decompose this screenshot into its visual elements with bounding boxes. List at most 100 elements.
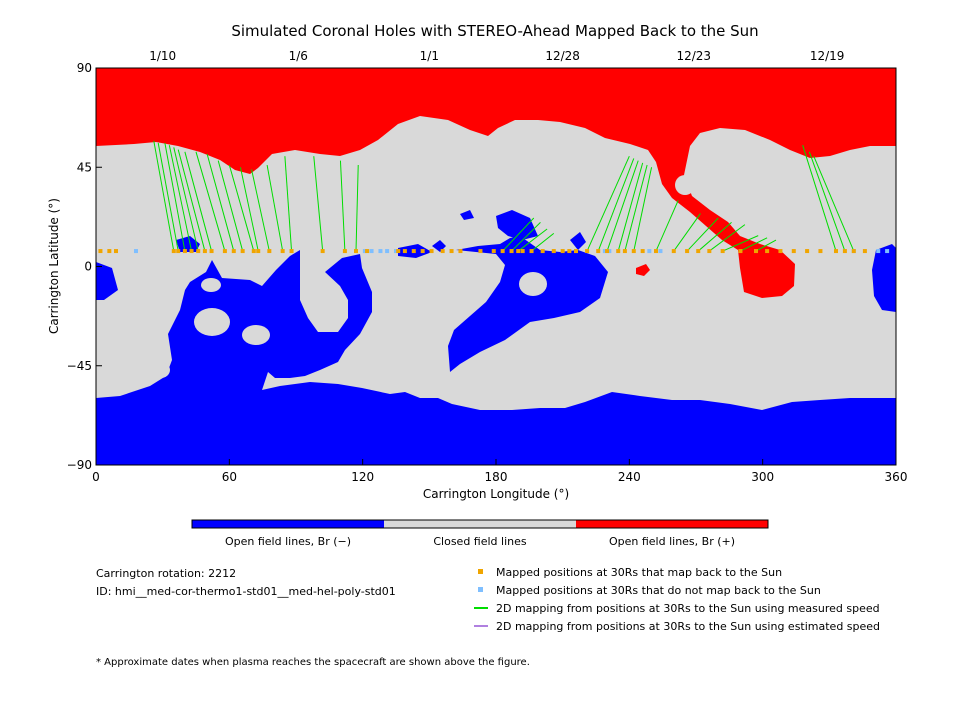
mapping-line — [206, 153, 235, 252]
mapped-point — [478, 249, 483, 254]
mapped-point — [596, 249, 601, 254]
mapped-point — [114, 249, 118, 254]
carrington-rotation: Carrington rotation: 2212 — [96, 567, 236, 580]
date-tick-label: 1/6 — [289, 49, 308, 63]
color-bar-label-negative: Open field lines, Br (−) — [225, 535, 351, 548]
color-bar-negative — [192, 520, 384, 528]
unmapped-point — [134, 249, 138, 254]
mapped-point — [500, 249, 505, 254]
closed-island — [194, 308, 230, 336]
mapped-point — [222, 249, 227, 254]
mapping-line — [511, 222, 541, 252]
y-tick-label: 90 — [77, 61, 92, 75]
mapped-point — [671, 249, 676, 254]
mapped-point — [509, 249, 514, 254]
mapped-point — [196, 249, 201, 254]
small-positive-hole — [636, 264, 650, 276]
color-bar-closed — [384, 520, 576, 528]
mapping-line — [517, 228, 548, 252]
legend-swatch — [478, 569, 483, 574]
mapping-line — [709, 224, 746, 252]
mapped-point — [458, 249, 463, 254]
footnote: * Approximate dates when plasma reaches … — [96, 657, 530, 668]
date-tick-label: 12/23 — [676, 49, 711, 63]
mapped-point — [805, 249, 810, 254]
unmapped-point — [369, 249, 374, 254]
mapped-point — [842, 249, 847, 254]
mapping-line — [740, 237, 768, 252]
mapped-point — [98, 249, 103, 254]
plot-area — [95, 67, 897, 466]
mapped-point — [778, 249, 783, 254]
mapped-point — [654, 249, 658, 254]
y-tick-label: −90 — [67, 458, 92, 472]
mapping-line — [802, 145, 837, 252]
mapped-point — [251, 249, 256, 254]
mapped-point — [616, 249, 621, 254]
negative-equatorial-hole — [448, 236, 608, 372]
mapped-point — [189, 249, 194, 254]
mapping-line — [813, 156, 855, 252]
y-axis: 90 45 0 −45 −90 — [67, 61, 102, 472]
mapping-line — [686, 217, 719, 252]
x-tick-label: 180 — [485, 470, 508, 484]
mapping-line — [624, 164, 648, 252]
mapped-point — [240, 249, 245, 254]
mapped-point — [574, 249, 578, 254]
mapped-point — [605, 249, 610, 254]
negative-polar-hole — [96, 250, 896, 465]
mapped-points — [98, 249, 867, 254]
color-bar-label-closed: Closed field lines — [433, 535, 527, 548]
mapped-point — [520, 249, 525, 254]
mapped-point — [171, 249, 176, 254]
y-tick-label: 0 — [84, 260, 92, 274]
mapping-line — [722, 235, 759, 252]
legend: Mapped positions at 30Rs that map back t… — [474, 566, 880, 633]
color-bar-positive — [576, 520, 768, 528]
mapped-point — [429, 249, 434, 254]
unmapped-points — [134, 249, 890, 254]
mapping-line — [586, 156, 630, 252]
mapping-line — [339, 160, 346, 252]
unmapped-point — [602, 249, 607, 254]
color-bar-label-positive: Open field lines, Br (+) — [609, 535, 735, 548]
mapped-point — [449, 249, 454, 254]
color-bar: Open field lines, Br (−) Closed field li… — [191, 519, 769, 548]
mapped-point — [365, 249, 370, 254]
mapping-line — [217, 160, 244, 252]
closed-island — [242, 325, 270, 345]
mapped-point — [440, 249, 445, 254]
model-id: ID: hmi__med-cor-thermo1-std01__med-hel-… — [96, 585, 396, 598]
mapped-point — [631, 249, 636, 254]
unmapped-point — [378, 249, 383, 254]
mapped-point — [585, 249, 590, 254]
mapped-point — [202, 249, 207, 254]
date-tick-label: 12/28 — [545, 49, 580, 63]
mapped-point — [354, 249, 358, 254]
mapped-point — [765, 249, 770, 254]
x-axis-label: Carrington Longitude (°) — [423, 487, 569, 501]
closed-island — [201, 278, 221, 292]
mapped-point — [540, 249, 545, 254]
mapping-line — [266, 164, 284, 252]
mapping-line — [755, 239, 777, 252]
mapped-point — [707, 249, 712, 254]
mapping-line — [606, 160, 639, 252]
mapped-point — [818, 249, 823, 254]
mapping-line — [284, 156, 293, 252]
mapping-line — [355, 165, 359, 252]
legend-label: 2D mapping from positions at 30Rs to the… — [496, 602, 880, 615]
mapped-point — [640, 249, 645, 254]
mapping-line — [177, 149, 206, 252]
mapping-line — [164, 142, 186, 252]
closed-island — [675, 175, 695, 195]
mapping-line — [697, 222, 732, 252]
legend-label: Mapped positions at 30Rs that map back t… — [496, 566, 782, 579]
mapping-line — [633, 167, 653, 252]
mapped-point — [491, 249, 496, 254]
mapped-point — [738, 249, 743, 254]
mapping-lines — [153, 140, 855, 252]
date-tick-label: 12/19 — [810, 49, 845, 63]
legend-swatch — [478, 587, 483, 592]
mapped-point — [182, 249, 187, 254]
